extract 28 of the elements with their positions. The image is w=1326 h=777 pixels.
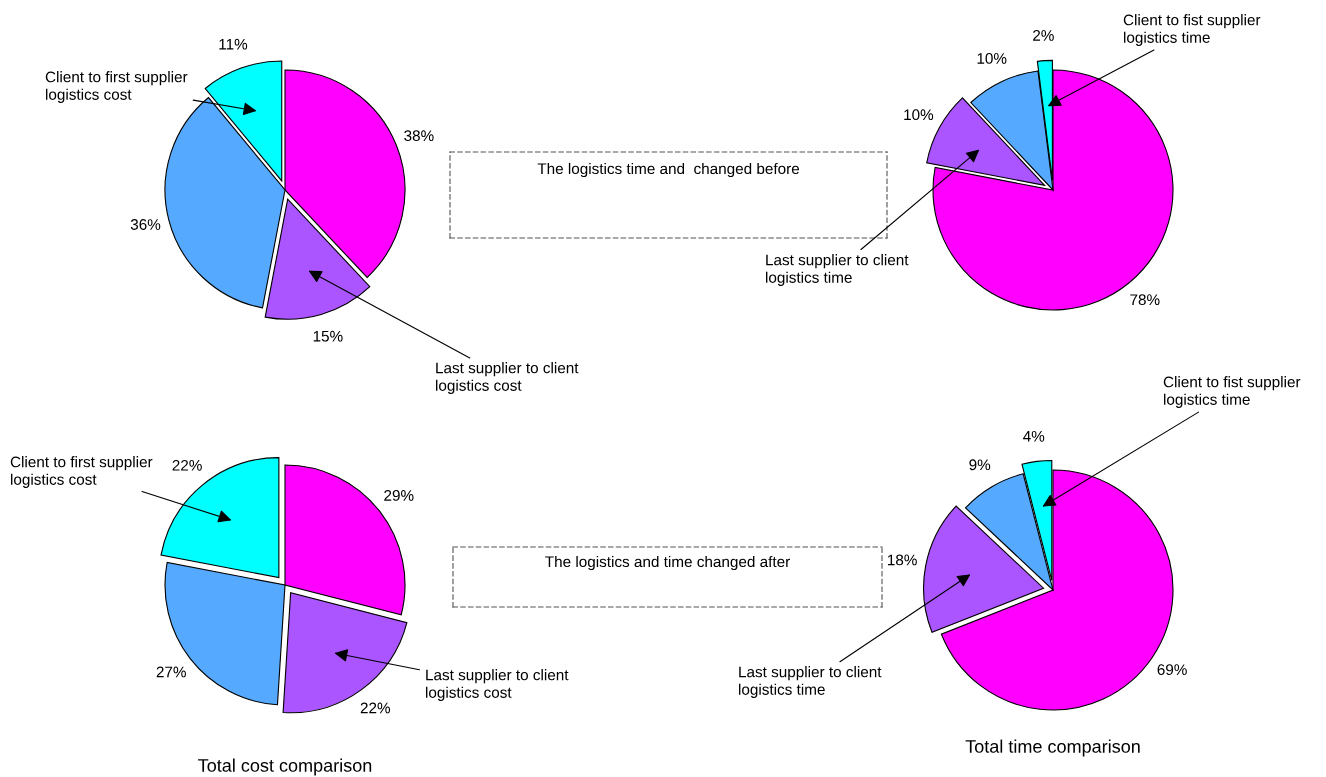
- data-label: 29%: [384, 490, 414, 501]
- data-label: 22%: [172, 459, 202, 471]
- data-label: 27%: [156, 666, 186, 678]
- data-label: 36%: [130, 219, 161, 230]
- data-label: 78%: [1130, 294, 1160, 306]
- slice-label: Client to fist supplier logistics time: [1163, 376, 1301, 408]
- data-label: 4%: [1023, 430, 1045, 442]
- slice-label: Last supplier to client logistics cost: [436, 362, 579, 394]
- slice-label: Client to fist supplier logistics time: [1123, 14, 1261, 46]
- data-label: 10%: [904, 109, 934, 121]
- data-label: 18%: [888, 554, 917, 566]
- text: Total time comparison: [965, 739, 1140, 757]
- data-label: 10%: [977, 52, 1007, 64]
- data-label: 22%: [360, 702, 391, 714]
- data-label: 69%: [1157, 664, 1187, 676]
- data-label: 9%: [969, 459, 991, 471]
- data-label: 38%: [404, 130, 434, 142]
- slice-label: Last supplier to client logistics time: [739, 666, 882, 698]
- slice-label: Client to first supplier logistics cost: [10, 456, 153, 488]
- slice-label: Last supplier to client logistics time: [766, 254, 909, 286]
- text: The logistics time and changed before: [537, 162, 800, 178]
- data-label: 15%: [313, 330, 343, 342]
- slice-label: Client to first supplier logistics cost: [45, 71, 188, 103]
- data-label: 11%: [219, 38, 248, 50]
- text: The logistics and time changed after: [545, 555, 790, 571]
- text: Total cost comparison: [198, 758, 372, 776]
- slice-label: Last supplier to client logistics cost: [426, 669, 569, 701]
- data-label: 2%: [1033, 29, 1054, 41]
